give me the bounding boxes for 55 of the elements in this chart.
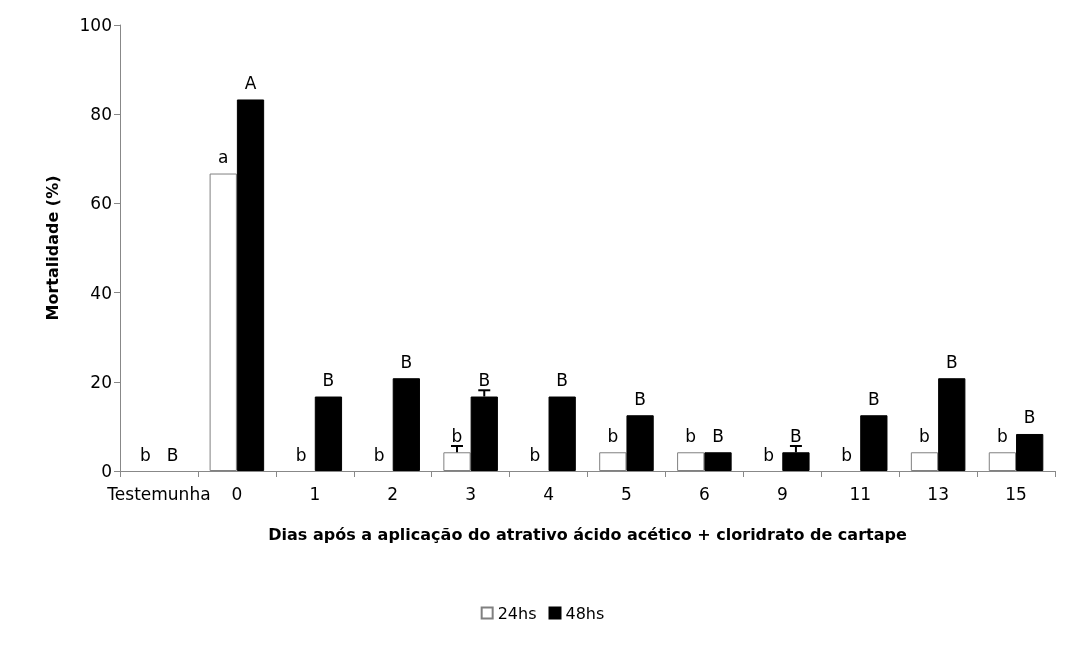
y-tick-label: 40 (90, 282, 112, 303)
legend-label: 24hs (497, 603, 537, 623)
x-tick-label: Testemunha (106, 483, 211, 504)
x-tick-label: 3 (465, 483, 477, 504)
data-label: B (790, 425, 802, 446)
data-label: B (868, 388, 880, 409)
bar (314, 396, 343, 471)
data-label: B (400, 351, 413, 372)
data-label: b (997, 425, 1008, 446)
x-tick-label: 6 (698, 483, 710, 504)
data-label: B (478, 370, 491, 391)
x-axis-title: Dias após a aplicação do atrativo ácido acético + cloridrato de cartape (268, 524, 907, 544)
y-tick-label: 100 (79, 15, 112, 35)
bar (392, 378, 420, 471)
data-label: B (322, 370, 335, 391)
x-tick-label: 13 (927, 483, 949, 504)
x-tick-label: 1 (309, 483, 321, 504)
bar (704, 452, 732, 471)
x-tick-label: 15 (1005, 483, 1027, 504)
data-label: b (451, 425, 463, 446)
bar (626, 415, 654, 471)
data-label: b (841, 444, 852, 465)
data-label: B (712, 425, 724, 446)
data-label: b (295, 444, 307, 465)
data-label: b (373, 444, 385, 465)
data-label: B (634, 388, 646, 409)
y-tick-label: 80 (90, 104, 112, 125)
data-label: B (556, 370, 569, 391)
y-axis-title: Mortalidade (%) (42, 175, 62, 321)
legend-label: 48hs (565, 603, 605, 623)
x-tick-label: 2 (387, 483, 399, 504)
data-label: b (919, 425, 930, 446)
data-label: A (244, 72, 257, 93)
bar (548, 396, 576, 471)
y-tick-label: 20 (90, 371, 112, 392)
data-label: b (139, 444, 151, 465)
x-tick-label: 5 (621, 483, 632, 504)
x-tick-label: 9 (776, 483, 788, 504)
bar (938, 378, 966, 471)
bar (236, 99, 265, 471)
data-label: B (166, 444, 179, 465)
data-label: a (218, 147, 229, 168)
y-tick-label: 60 (90, 193, 112, 214)
data-label: b (763, 444, 775, 465)
bar (860, 415, 888, 471)
data-label: B (945, 351, 958, 372)
data-label: B (1023, 407, 1036, 428)
data-label: b (685, 425, 697, 446)
bar (1016, 433, 1044, 471)
data-label: b (607, 425, 619, 446)
x-tick-label: 0 (231, 483, 243, 504)
data-label: b (529, 444, 541, 465)
x-tick-label: 11 (849, 483, 872, 504)
x-tick-label: 4 (543, 483, 554, 504)
y-tick-label: 0 (101, 461, 112, 481)
